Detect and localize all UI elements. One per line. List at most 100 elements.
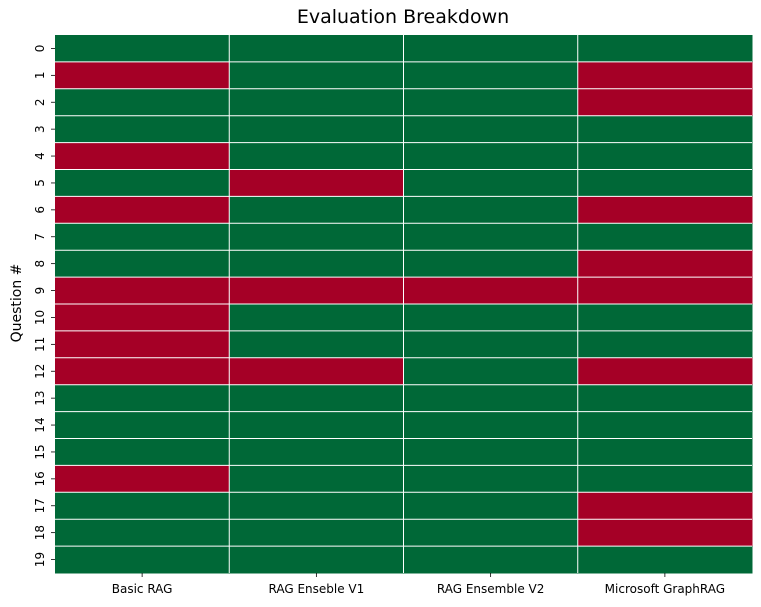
heatmap-cell bbox=[55, 196, 230, 224]
y-tick-label: 15 bbox=[33, 444, 47, 459]
y-tick-label: 9 bbox=[33, 287, 47, 295]
heatmap-cell bbox=[577, 330, 753, 359]
heatmap-cell bbox=[403, 169, 579, 197]
heatmap-cell bbox=[577, 115, 753, 144]
heatmap-cell bbox=[403, 35, 579, 63]
x-axis-ticks: Basic RAG RAG Enseble V1 RAG Ensemble V2 Mi… bbox=[112, 573, 725, 596]
heatmap-cell bbox=[229, 250, 404, 278]
heatmap-cell bbox=[229, 438, 404, 466]
y-tick-label: 0 bbox=[33, 45, 47, 53]
y-tick-label: 2 bbox=[33, 98, 47, 106]
heatmap-cell bbox=[577, 88, 753, 117]
heatmap-cell bbox=[229, 519, 404, 547]
y-tick-label: 17 bbox=[33, 498, 47, 513]
y-tick-label: 5 bbox=[33, 179, 47, 187]
heatmap-cell bbox=[577, 519, 753, 547]
heatmap-cell bbox=[55, 519, 230, 547]
heatmap-cell bbox=[577, 411, 753, 439]
heatmap-cell bbox=[403, 519, 579, 547]
heatmap-cell bbox=[403, 438, 579, 466]
heatmap-cell bbox=[55, 357, 230, 386]
heatmap-cell bbox=[229, 384, 404, 413]
y-tick-label: 14 bbox=[33, 417, 47, 432]
heatmap-cell bbox=[55, 384, 230, 413]
y-tick-label: 10 bbox=[33, 310, 47, 325]
heatmap-cell bbox=[403, 277, 579, 305]
heatmap-cell bbox=[229, 196, 404, 224]
heatmap-cell bbox=[55, 546, 230, 574]
heatmap-cell bbox=[403, 196, 579, 224]
y-tick-label: 12 bbox=[33, 364, 47, 379]
y-tick-label: 7 bbox=[33, 233, 47, 241]
heatmap-cell bbox=[55, 61, 230, 90]
heatmap-cell bbox=[229, 492, 404, 520]
heatmap-cell bbox=[403, 465, 579, 493]
x-tick-label: RAG Enseble V1 bbox=[268, 582, 364, 596]
heatmap-cell bbox=[403, 357, 579, 386]
heatmap-cell bbox=[229, 277, 404, 305]
heatmap-cell bbox=[229, 115, 404, 144]
heatmap-cell bbox=[55, 169, 230, 197]
heatmap-cell bbox=[577, 277, 753, 305]
heatmap-cell bbox=[577, 546, 753, 574]
x-tick-label: Basic RAG bbox=[112, 582, 173, 596]
y-tick-label: 8 bbox=[33, 260, 47, 268]
heatmap-cell bbox=[55, 223, 230, 251]
heatmap-cell bbox=[55, 438, 230, 466]
heatmap-cell bbox=[403, 88, 579, 117]
heatmap-cell bbox=[577, 61, 753, 90]
heatmap-cell bbox=[229, 546, 404, 574]
heatmap-cell bbox=[577, 492, 753, 520]
heatmap-cell bbox=[229, 223, 404, 251]
heatmap-cell bbox=[55, 277, 230, 305]
heatmap-cell bbox=[55, 492, 230, 520]
heatmap-cell bbox=[55, 465, 230, 493]
heatmap-cell bbox=[403, 142, 579, 170]
heatmap-cell bbox=[403, 384, 579, 413]
heatmap-cell bbox=[229, 330, 404, 359]
heatmap-cell bbox=[55, 142, 230, 170]
heatmap-cell bbox=[229, 357, 404, 386]
heatmap-cell bbox=[55, 88, 230, 117]
heatmap-cell bbox=[577, 357, 753, 386]
y-tick-label: 6 bbox=[33, 206, 47, 214]
y-tick-label: 4 bbox=[33, 152, 47, 160]
heatmap-cell bbox=[403, 223, 579, 251]
heatmap-cell bbox=[229, 35, 404, 63]
heatmap-cell bbox=[55, 250, 230, 278]
heatmap-cell bbox=[577, 142, 753, 170]
y-tick-label: 19 bbox=[33, 552, 47, 567]
x-tick-label: RAG Ensemble V2 bbox=[437, 582, 544, 596]
y-tick-label: 16 bbox=[33, 471, 47, 486]
heatmap-cell bbox=[403, 61, 579, 90]
heatmap-cell bbox=[55, 330, 230, 359]
x-tick-label: Microsoft GraphRAG bbox=[605, 582, 725, 596]
heatmap-cells bbox=[55, 35, 753, 574]
heatmap-cell bbox=[229, 304, 404, 332]
heatmap-cell bbox=[577, 35, 753, 63]
heatmap-cell bbox=[229, 142, 404, 170]
y-tick-label: 18 bbox=[33, 525, 47, 540]
heatmap-cell bbox=[403, 330, 579, 359]
heatmap-cell bbox=[229, 61, 404, 90]
heatmap-cell bbox=[577, 465, 753, 493]
heatmap-gridlines bbox=[55, 35, 752, 573]
heatmap-cell bbox=[577, 169, 753, 197]
y-tick-label: 3 bbox=[33, 125, 47, 133]
heatmap-cell bbox=[577, 438, 753, 466]
heatmap-cell bbox=[403, 411, 579, 439]
heatmap-cell bbox=[55, 35, 230, 63]
y-tick-label: 1 bbox=[33, 72, 47, 80]
heatmap-cell bbox=[403, 546, 579, 574]
heatmap-cell bbox=[229, 169, 404, 197]
heatmap-cell bbox=[229, 411, 404, 439]
y-tick-label: 13 bbox=[33, 391, 47, 406]
heatmap-cell bbox=[55, 304, 230, 332]
heatmap-cell bbox=[577, 304, 753, 332]
heatmap-cell bbox=[55, 115, 230, 144]
heatmap-cell bbox=[403, 250, 579, 278]
heatmap-cell bbox=[55, 411, 230, 439]
heatmap-cell bbox=[403, 304, 579, 332]
